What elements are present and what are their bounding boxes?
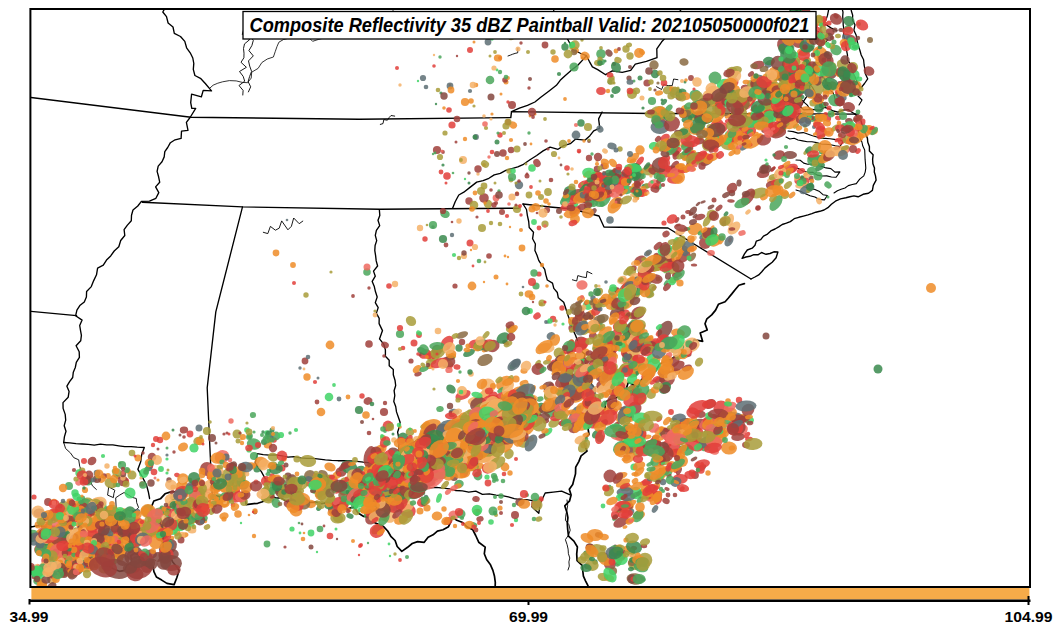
svg-text:104.99: 104.99 (1005, 608, 1053, 625)
svg-text:34.99: 34.99 (10, 608, 49, 625)
svg-text:Composite Reflectivity 35 dBZ: Composite Reflectivity 35 dBZ Paintball … (250, 14, 810, 36)
svg-text:69.99: 69.99 (509, 608, 548, 625)
